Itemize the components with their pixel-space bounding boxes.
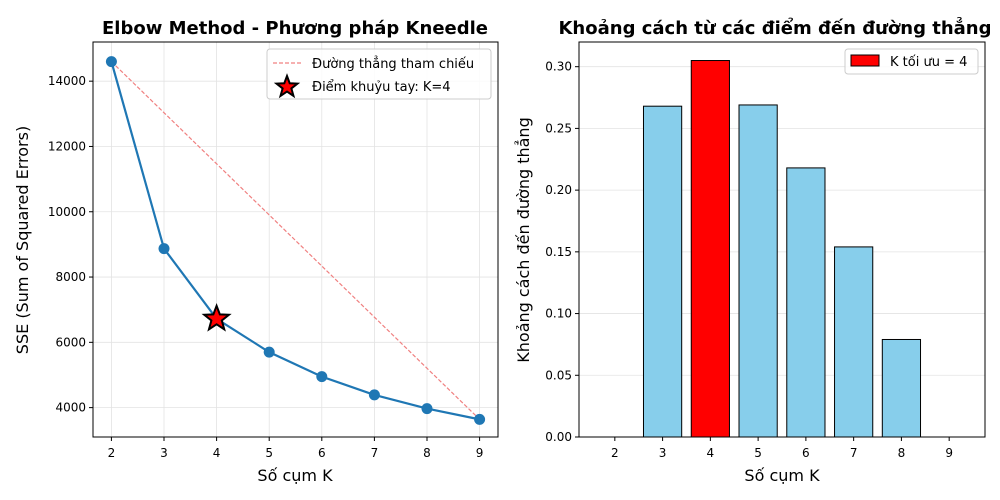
left-legend: Đường thẳng tham chiếu Điểm khuỷu tay: K… <box>266 48 492 100</box>
right-legend: K tối ưu = 4 <box>844 48 979 75</box>
sse-point <box>105 56 117 68</box>
left-y-tick-label: 8000 <box>55 270 86 284</box>
legend-star-icon <box>273 73 301 99</box>
sse-point <box>263 346 275 358</box>
left-x-tick-label: 8 <box>423 446 431 460</box>
bar-k-8 <box>881 338 922 438</box>
left-y-axis-label: SSE (Sum of Squared Errors) <box>13 126 32 354</box>
left-chart: Elbow Method - Phương pháp Kneedle 2 3 4 5 6… <box>13 18 499 485</box>
right-x-tick-label: 3 <box>659 446 667 460</box>
sse-point <box>421 403 433 415</box>
right-y-tick-label: 0.00 <box>545 430 572 444</box>
sse-point <box>368 389 380 401</box>
right-axes-frame <box>578 41 986 438</box>
left-x-tick-label: 2 <box>108 446 116 460</box>
sse-point <box>316 371 328 383</box>
reference-line <box>110 61 481 420</box>
left-x-tick-label: 4 <box>213 446 221 460</box>
right-x-tick-label: 8 <box>898 446 906 460</box>
bar-k-5 <box>738 104 778 438</box>
left-y-tick-label: 4000 <box>55 401 86 415</box>
sse-point <box>158 243 170 255</box>
sse-point <box>474 413 486 425</box>
right-x-tick-label: 7 <box>850 446 858 460</box>
left-y-tick-label: 14000 <box>48 74 86 88</box>
right-x-tick-label: 5 <box>754 446 762 460</box>
left-x-tick-label: 7 <box>371 446 379 460</box>
right-ticks: 0.00 0.05 0.10 0.15 0.20 0.25 0.30 2 3 4 5 6 7 8 9 <box>545 60 953 460</box>
bar-optimal-k <box>690 60 730 438</box>
left-x-tick-label: 6 <box>318 446 326 460</box>
left-chart-title: Elbow Method - Phương pháp Kneedle <box>102 18 488 39</box>
right-y-tick-label: 0.30 <box>545 60 572 74</box>
left-legend-box <box>266 48 492 100</box>
right-x-tick-label: 4 <box>707 446 715 460</box>
legend-optimal-k-label: K tối ưu = 4 <box>890 55 967 70</box>
right-y-tick-label: 0.25 <box>545 121 572 135</box>
right-x-axis-label: Số cụm K <box>744 466 820 485</box>
legend-reference-line-label: Đường thẳng tham chiếu <box>312 56 474 72</box>
right-plot-area <box>642 60 922 438</box>
right-y-tick-label: 0.05 <box>545 368 572 382</box>
legend-star-shape <box>273 73 301 99</box>
sse-series-line <box>110 61 480 421</box>
bar-k-7 <box>834 246 874 438</box>
right-grid <box>579 66 985 438</box>
left-grid <box>93 42 498 437</box>
left-ticks: 2 3 4 5 6 7 8 9 4000 6000 8000 10000 12000 14000 <box>48 74 484 460</box>
right-y-tick-label: 0.15 <box>545 245 572 259</box>
right-y-tick-label: 0.10 <box>545 307 572 321</box>
legend-optimal-k-swatch <box>850 54 880 67</box>
left-y-tick-label: 10000 <box>48 205 86 219</box>
elbow-point-star <box>201 303 232 332</box>
left-y-tick-label: 12000 <box>48 139 86 153</box>
left-x-tick-label: 9 <box>476 446 484 460</box>
right-chart: Khoảng cách từ các điểm đến đường thẳng … <box>514 17 992 485</box>
left-x-tick-label: 5 <box>265 446 273 460</box>
bar-k-3 <box>642 105 683 438</box>
left-x-tick-label: 3 <box>160 446 168 460</box>
right-y-axis-label: Khoảng cách đến đường thẳng <box>514 117 533 362</box>
bar-k-6 <box>786 167 826 438</box>
left-y-tick-label: 6000 <box>55 335 86 349</box>
right-chart-title: Khoảng cách từ các điểm đến đường thẳng <box>558 17 991 39</box>
left-plot-area <box>105 56 486 425</box>
right-x-tick-label: 2 <box>611 446 619 460</box>
left-axes-frame <box>92 41 499 438</box>
legend-elbow-point-label: Điểm khuỷu tay: K=4 <box>312 80 451 95</box>
left-x-axis-label: Số cụm K <box>257 466 333 485</box>
right-x-tick-label: 6 <box>802 446 810 460</box>
right-y-tick-label: 0.20 <box>545 183 572 197</box>
right-x-tick-label: 9 <box>945 446 953 460</box>
